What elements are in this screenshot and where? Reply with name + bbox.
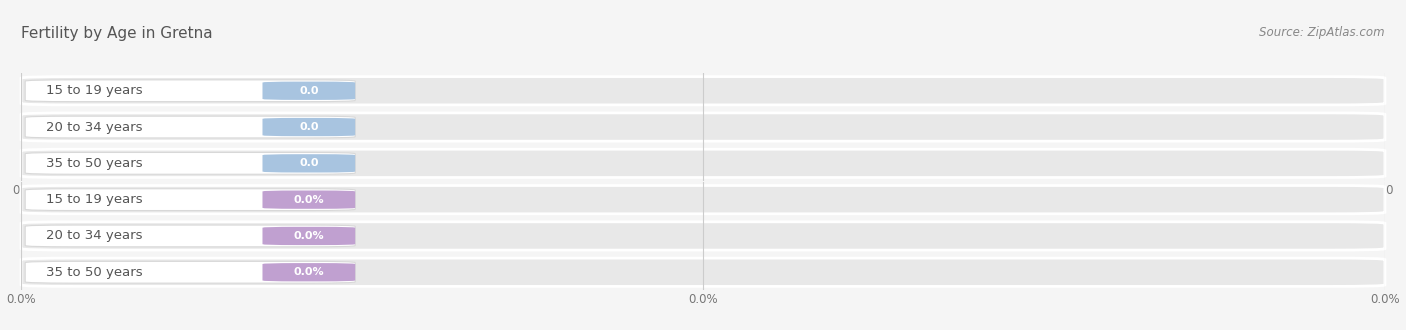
FancyBboxPatch shape	[263, 118, 356, 136]
FancyBboxPatch shape	[21, 222, 1385, 250]
FancyBboxPatch shape	[25, 189, 356, 211]
Text: 15 to 19 years: 15 to 19 years	[45, 84, 142, 97]
FancyBboxPatch shape	[25, 225, 356, 247]
FancyBboxPatch shape	[21, 113, 1385, 141]
FancyBboxPatch shape	[21, 149, 1385, 178]
Text: 0.0%: 0.0%	[294, 195, 325, 205]
FancyBboxPatch shape	[263, 82, 356, 100]
Text: 0.0%: 0.0%	[294, 231, 325, 241]
FancyBboxPatch shape	[21, 258, 1385, 286]
Text: 0.0: 0.0	[299, 158, 319, 168]
Text: 15 to 19 years: 15 to 19 years	[45, 193, 142, 206]
Text: 0.0: 0.0	[299, 122, 319, 132]
Text: 20 to 34 years: 20 to 34 years	[45, 120, 142, 134]
Text: 0.0%: 0.0%	[294, 267, 325, 277]
FancyBboxPatch shape	[25, 261, 356, 283]
FancyBboxPatch shape	[21, 77, 1385, 105]
Text: 35 to 50 years: 35 to 50 years	[45, 266, 142, 279]
FancyBboxPatch shape	[25, 152, 356, 174]
Text: 20 to 34 years: 20 to 34 years	[45, 229, 142, 243]
FancyBboxPatch shape	[263, 154, 356, 173]
FancyBboxPatch shape	[25, 80, 356, 102]
Text: Fertility by Age in Gretna: Fertility by Age in Gretna	[21, 26, 212, 41]
FancyBboxPatch shape	[21, 185, 1385, 214]
Text: 0.0: 0.0	[299, 86, 319, 96]
Text: 35 to 50 years: 35 to 50 years	[45, 157, 142, 170]
FancyBboxPatch shape	[263, 190, 356, 209]
FancyBboxPatch shape	[25, 116, 356, 138]
FancyBboxPatch shape	[263, 263, 356, 281]
FancyBboxPatch shape	[263, 227, 356, 245]
Text: Source: ZipAtlas.com: Source: ZipAtlas.com	[1260, 26, 1385, 39]
